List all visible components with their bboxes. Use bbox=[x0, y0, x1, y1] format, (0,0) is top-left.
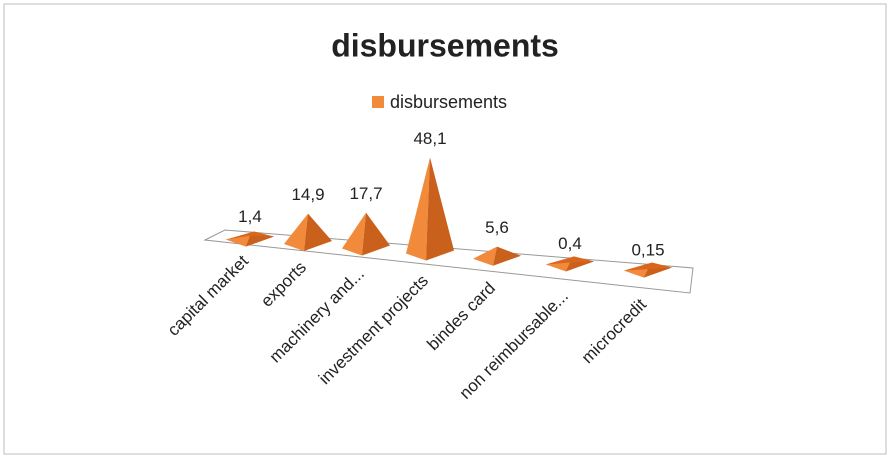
value-label: 5,6 bbox=[485, 218, 509, 237]
pyramid-face-right bbox=[493, 246, 521, 266]
value-label: 0,4 bbox=[558, 234, 582, 253]
value-label: 0,15 bbox=[631, 241, 664, 260]
pyramid-face-right bbox=[566, 261, 594, 272]
value-label: 1,4 bbox=[238, 207, 262, 226]
value-label: 48,1 bbox=[413, 129, 446, 148]
pyramid-face-left bbox=[342, 212, 366, 256]
pyramid-face-left bbox=[284, 213, 308, 252]
pyramid-face-right bbox=[304, 213, 332, 252]
floor bbox=[203, 229, 694, 294]
chart-title: disbursements bbox=[331, 27, 559, 63]
pyramid bbox=[342, 212, 390, 256]
pyramid-face-left bbox=[546, 262, 570, 272]
pyramid bbox=[406, 157, 454, 261]
pyramid-face-right bbox=[246, 235, 274, 247]
pyramid-face-left bbox=[226, 235, 250, 247]
pyramid-face-left bbox=[624, 269, 648, 278]
pyramid bbox=[546, 256, 594, 272]
pyramid bbox=[624, 262, 672, 278]
value-label: 17,7 bbox=[349, 184, 382, 203]
pyramid-face-right bbox=[644, 267, 672, 278]
pyramid-face-right bbox=[426, 157, 454, 261]
legend-label: disbursements bbox=[390, 92, 507, 112]
pyramid-face-left bbox=[406, 157, 430, 261]
value-label: 14,9 bbox=[291, 185, 324, 204]
pyramid-face-left bbox=[473, 246, 497, 266]
legend-swatch bbox=[372, 96, 384, 108]
pyramid bbox=[473, 246, 521, 266]
pyramid bbox=[226, 231, 274, 247]
pyramid-face-right bbox=[362, 212, 390, 256]
pyramid bbox=[284, 213, 332, 252]
